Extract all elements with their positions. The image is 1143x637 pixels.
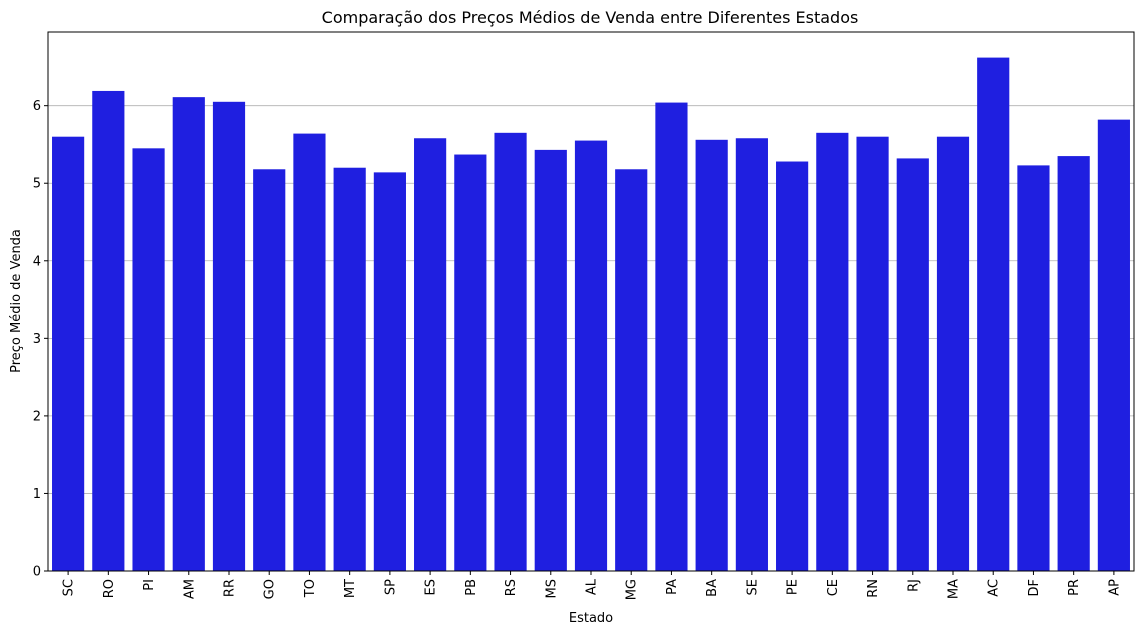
bar-ba: [695, 139, 728, 572]
bar-ac: [977, 57, 1010, 572]
x-tick-label: RO: [102, 579, 117, 598]
x-tick-label: AP: [1107, 579, 1122, 596]
x-tick-label: SC: [62, 579, 77, 596]
bar-se: [735, 138, 768, 572]
bar-pb: [454, 154, 487, 571]
bar-mg: [615, 169, 648, 571]
bar-to: [293, 133, 326, 571]
x-tick-label: RN: [866, 579, 881, 598]
x-tick-label: MA: [947, 579, 962, 599]
x-tick-label: SP: [383, 579, 398, 595]
bar-rs: [494, 132, 527, 572]
bar-pa: [655, 102, 688, 572]
bar-go: [253, 169, 286, 571]
x-tick-label: ES: [424, 579, 439, 595]
y-tick-label: 6: [33, 99, 41, 114]
x-tick-label: DF: [1027, 579, 1042, 597]
bar-rr: [212, 101, 246, 572]
x-tick-label: SE: [745, 579, 760, 595]
bar-sc: [52, 136, 85, 571]
x-tick-label: PB: [464, 579, 479, 596]
chart-title: Comparação dos Preços Médios de Venda en…: [322, 8, 859, 27]
bar-pr: [1057, 156, 1090, 571]
x-tick-label: PE: [786, 579, 801, 595]
y-axis-ticks: 0 1 2 3 4 5 6: [33, 99, 48, 580]
x-tick-label: PA: [665, 579, 680, 595]
bar-rn: [856, 136, 889, 571]
x-tick-label: PI: [142, 579, 157, 591]
bar-ma: [936, 136, 970, 571]
x-axis-ticks: SC RO PI AM RR GO TO MT SP ES PB RS MS AL MG PA BA SE PE CE…: [62, 571, 1122, 600]
x-tick-label: TO: [303, 579, 318, 598]
y-axis-title: Preço Médio de Venda: [9, 229, 24, 373]
x-tick-label: MG: [625, 579, 640, 600]
bar-ro: [92, 90, 125, 571]
bar-sp: [373, 172, 406, 571]
bar-ap: [1097, 119, 1130, 571]
bar-ce: [816, 132, 849, 572]
bar-pe: [776, 161, 809, 571]
bar-df: [1017, 165, 1050, 571]
bar-ms: [534, 149, 567, 571]
bar-al: [574, 140, 608, 571]
bar-pi: [132, 148, 165, 571]
bar-mt: [333, 167, 366, 571]
y-tick-label: 2: [33, 409, 41, 424]
x-tick-label: PR: [1067, 579, 1082, 596]
x-tick-label: GO: [263, 579, 278, 599]
bar-rj: [896, 158, 929, 571]
y-tick-label: 0: [33, 565, 41, 580]
bar-es: [414, 138, 447, 572]
x-tick-label: AC: [987, 579, 1002, 597]
x-tick-label: CE: [826, 579, 841, 596]
y-tick-label: 1: [33, 487, 41, 502]
bars: [52, 57, 1130, 572]
y-tick-label: 3: [33, 332, 41, 347]
x-tick-label: BA: [705, 579, 720, 597]
x-tick-label: AM: [182, 579, 197, 599]
x-tick-label: AL: [585, 578, 600, 595]
y-tick-label: 5: [33, 177, 41, 192]
x-tick-label: MT: [343, 579, 358, 598]
x-tick-label: MS: [544, 579, 559, 598]
bar-am: [172, 97, 205, 571]
x-tick-label: RS: [504, 579, 519, 596]
y-tick-label: 4: [33, 254, 41, 269]
x-tick-label: RR: [223, 579, 238, 597]
x-tick-label: RJ: [906, 579, 921, 592]
x-axis-title: Estado: [569, 611, 613, 626]
